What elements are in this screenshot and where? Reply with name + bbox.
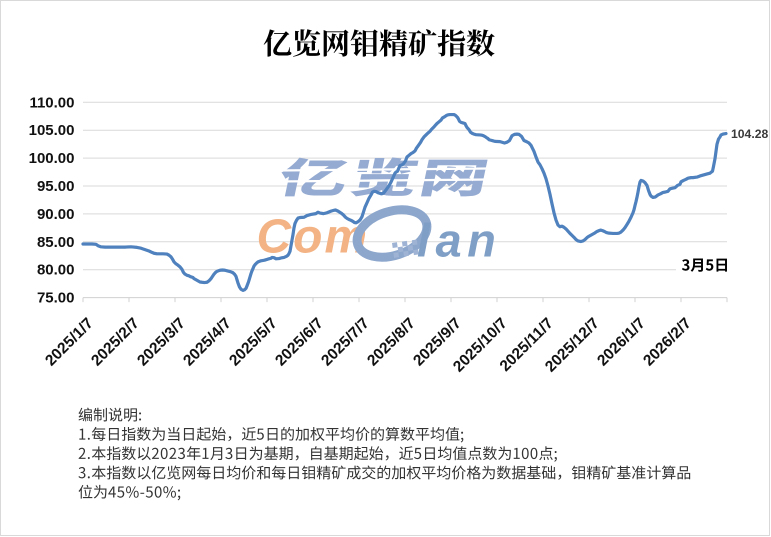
svg-text:95.00: 95.00 [37,178,75,195]
svg-text:90.00: 90.00 [37,206,75,223]
svg-text:85.00: 85.00 [37,234,75,251]
svg-text:100.00: 100.00 [29,150,75,167]
svg-text:105.00: 105.00 [29,122,75,139]
svg-text:80.00: 80.00 [37,262,75,279]
svg-text:75.00: 75.00 [37,290,75,307]
svg-text:110.00: 110.00 [29,94,74,111]
svg-text:104.28: 104.28 [731,127,768,141]
